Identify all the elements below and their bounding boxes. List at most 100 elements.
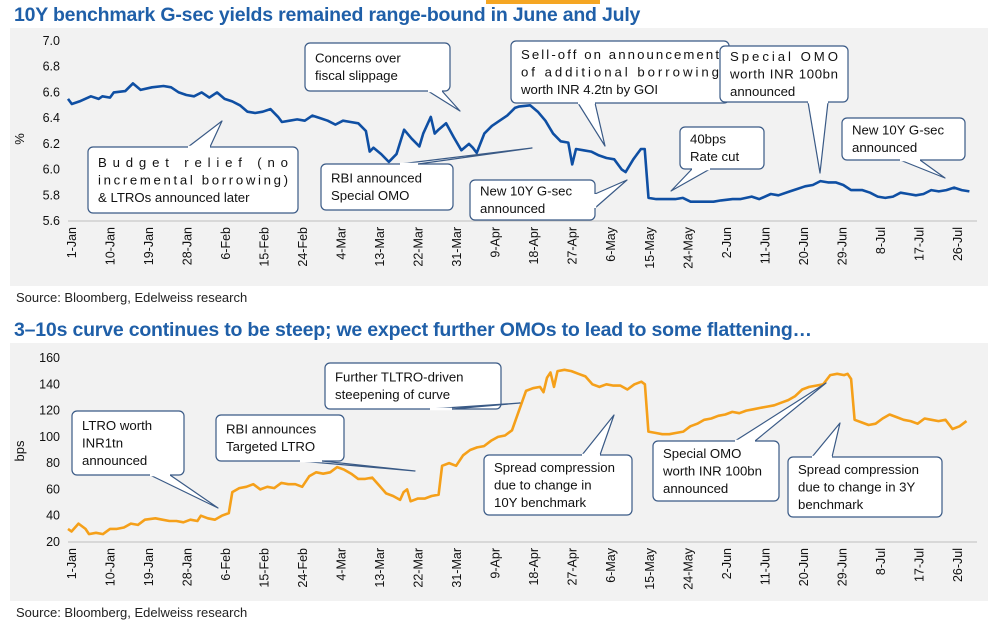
chart1-ytick-label: 6.4: [43, 111, 60, 125]
chart2-annotation-text: Further TLTRO-driven: [335, 370, 464, 385]
chart1-annotation-text: fiscal slippage: [315, 68, 398, 83]
chart1-xtick-label: 1-Jan: [65, 227, 79, 258]
chart2-xtick-label: 26-Jul: [951, 548, 965, 582]
chart2-xtick-label: 8-Jul: [874, 548, 888, 575]
chart1-annotation-text: Concerns over: [315, 51, 401, 66]
chart2-annotation-text: due to change in 3Y: [798, 479, 916, 494]
chart1-xtick-label: 13-Mar: [373, 227, 387, 267]
chart1-xtick-label: 2-Jun: [720, 227, 734, 258]
header-accent-bar: [486, 0, 600, 4]
chart1-annotation-text: Special OMO: [730, 49, 838, 64]
chart2-annotation: Spread compression due to change in 3Y ben…: [787, 422, 943, 518]
chart2-series-line: [67, 368, 968, 536]
chart2-annotation-text: due to change in: [494, 477, 592, 492]
chart2-xtick-label: 31-Mar: [450, 548, 464, 588]
chart1-annotation-text: of additional borrowing: [521, 64, 719, 79]
chart2-annotation-text: announced: [82, 453, 147, 468]
chart2-xtick-label: 9-Apr: [489, 548, 503, 579]
chart2-ytick-label: 60: [46, 482, 60, 496]
chart1-xtick-label: 22-Mar: [412, 227, 426, 267]
chart2-xtick-label: 19-Jan: [142, 548, 156, 586]
chart1-title: 10Y benchmark G-sec yields remained rang…: [14, 4, 641, 26]
chart1-source: Source: Bloomberg, Edelweiss research: [16, 290, 248, 305]
chart2-annotation-text: Spread compression: [494, 460, 615, 475]
chart2-ytick-label: 80: [46, 456, 60, 470]
chart2-annotation: Further TLTRO-driven steepening of curve: [324, 362, 521, 411]
chart2-annotation-text: worth INR 100bn: [662, 463, 762, 478]
chart1-xtick-label: 6-May: [604, 226, 618, 261]
chart1-annotation: Sell-off on announcement of additional bo…: [510, 40, 730, 147]
chart2-annotation-text: LTRO worth: [82, 418, 152, 433]
chart2-annotation-text: benchmark: [798, 497, 864, 512]
chart2-xtick-label: 27-Apr: [566, 548, 580, 586]
chart2-xtick-label: 13-Mar: [373, 548, 387, 588]
chart1-xtick-label: 27-Apr: [566, 227, 580, 265]
chart2-xtick-label: 20-Jun: [797, 548, 811, 586]
chart1-xtick-label: 20-Jun: [797, 227, 811, 265]
chart1-annotation-text: & LTROs announced later: [98, 190, 250, 205]
chart2-xtick-label: 15-May: [643, 547, 657, 589]
chart1-panel: 7.0 6.8 6.6 6.4 6.2 6.0 5.8 5.6 1-Jan 10-Jan 19-Ja…: [10, 28, 988, 286]
chart1-xtick-label: 15-May: [643, 226, 657, 268]
chart1-xtick-label: 29-Jun: [835, 227, 849, 265]
chart2-annotation-text: Spread compression: [798, 462, 919, 477]
chart2-xtick-label: 6-Feb: [219, 548, 233, 581]
chart1-series-line: [66, 82, 970, 203]
chart2-annotation: RBI announces Targeted LTRO: [215, 414, 416, 472]
chart2-ytick-label: 40: [46, 509, 60, 523]
chart2-annotation-text: INR1tn: [82, 435, 123, 450]
chart1-ytick-label: 6.8: [43, 60, 60, 74]
chart2-title: 3–10s curve continues to be steep; we ex…: [14, 319, 812, 341]
chart2-ylabel: bps: [12, 440, 27, 461]
chart2-ytick-label: 120: [39, 404, 60, 418]
chart2-svg: 160 140 120 100 80 60 40 20 1-Jan 10-Jan 19-Jan 28-…: [12, 351, 977, 590]
chart1-xtick-label: 9-Apr: [489, 227, 503, 258]
chart2-xtick-label: 11-Jun: [758, 548, 772, 585]
chart1-xtick-label: 11-Jun: [758, 227, 772, 264]
chart1-xtick-label: 17-Jul: [912, 227, 926, 261]
chart2-xtick-label: 18-Apr: [527, 548, 541, 586]
chart1-ytick-label: 5.6: [43, 214, 60, 228]
chart1-annotation-text: 40bps: [690, 132, 726, 147]
chart2-xtick-label: 1-Jan: [65, 548, 79, 579]
chart2-annotation: Spread compression due to change in 10Y be…: [483, 414, 633, 516]
chart2-annotation: Special OMO worth INR 100bn announced: [652, 382, 827, 502]
chart2-annotation-text: announced: [663, 481, 728, 496]
chart1-annotation-text: Special OMO: [331, 188, 409, 203]
chart2-xtick-label: 24-Feb: [296, 548, 310, 588]
chart2-xtick-label: 22-Mar: [412, 548, 426, 588]
chart1-xtick-label: 8-Jul: [874, 227, 888, 254]
chart1-ytick-label: 6.6: [43, 85, 60, 99]
chart2-annotation-text: Targeted LTRO: [226, 439, 315, 454]
chart2-xtick-label: 4-Mar: [335, 548, 349, 581]
chart1-annotation: Concerns over fiscal slippage: [304, 42, 461, 112]
chart1-annotation-text: announced: [730, 84, 795, 99]
chart2-xtick-label: 10-Jan: [104, 548, 118, 586]
chart1-annotation-text: RBI announced: [331, 171, 422, 186]
chart1-annotation: 40bps Rate cut: [670, 126, 765, 192]
chart1-svg: 7.0 6.8 6.6 6.4 6.2 6.0 5.8 5.6 1-Jan 10-Jan 19-Ja…: [12, 34, 977, 269]
chart2-annotation: LTRO worth INR1tn announced: [71, 410, 219, 509]
chart2-annotation-text: steepening of curve: [335, 387, 450, 402]
chart1-annotation-text: Rate cut: [690, 149, 739, 164]
chart1-xtick-label: 19-Jan: [142, 227, 156, 265]
chart1-annotation-text: Sell-off on announcement: [521, 47, 719, 62]
chart1-ytick-label: 5.8: [43, 188, 60, 202]
chart1-xtick-label: 26-Jul: [951, 227, 965, 261]
chart1-xtick-label: 24-Feb: [296, 227, 310, 267]
chart1-ytick-label: 6.0: [43, 163, 60, 177]
chart2-annotation-text: Special OMO: [663, 446, 741, 461]
chart1-annotation-text: worth INR 4.2tn by GOI: [520, 82, 658, 97]
chart1-annotation: New 10Y G-sec announced: [469, 179, 628, 221]
chart1-ytick-label: 7.0: [43, 34, 60, 48]
chart1-annotation: RBI announced Special OMO: [320, 147, 533, 211]
chart1-annotation-text: announced: [480, 201, 545, 216]
chart2-xtick-label: 2-Jun: [720, 548, 734, 579]
chart1-annotation-text: New 10Y G-sec: [480, 184, 573, 199]
chart1-xtick-label: 15-Feb: [258, 227, 272, 267]
chart1-annotation-text: New 10Y G-sec: [852, 123, 945, 138]
chart1-xtick-label: 10-Jan: [104, 227, 118, 265]
chart1-annotation: Special OMO worth INR 100bn announced: [719, 45, 849, 174]
chart1-xtick-label: 24-May: [681, 226, 695, 268]
